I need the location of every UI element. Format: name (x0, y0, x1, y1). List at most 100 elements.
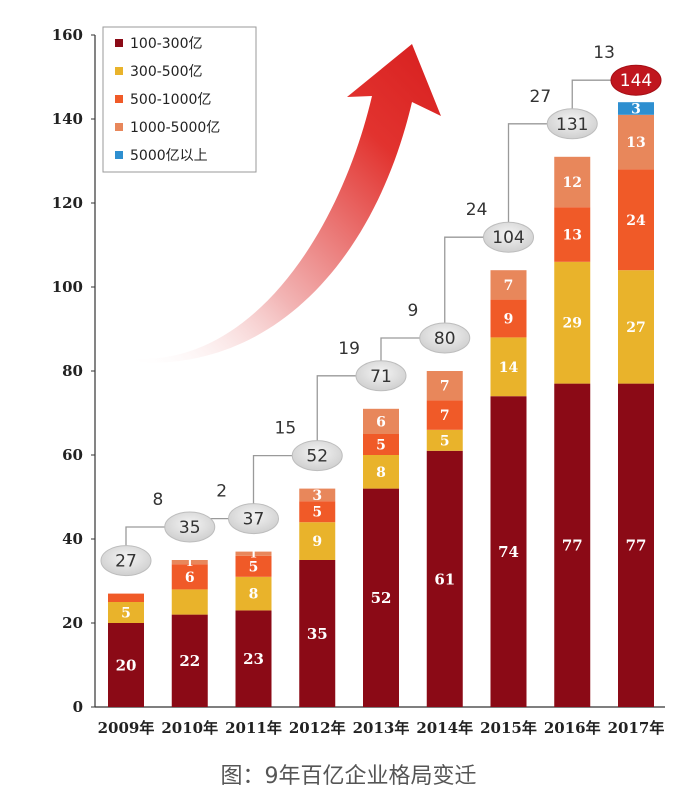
x-tick-label: 2011年 (225, 719, 282, 737)
y-tick-label: 120 (52, 194, 83, 212)
legend-swatch (115, 151, 123, 159)
connector-line (571, 79, 611, 109)
bar-value-label: 5 (249, 559, 259, 575)
bar-segment (363, 455, 399, 489)
bar-value-label: 14 (499, 360, 519, 376)
total-pill (228, 503, 279, 535)
bar-segment (554, 156, 591, 208)
y-tick-label: 40 (62, 530, 83, 548)
bar-segment (426, 371, 463, 401)
bar-value-label: 74 (498, 543, 519, 561)
total-label: 144 (620, 71, 652, 91)
total-label: 27 (115, 552, 137, 572)
y-tick-label: 20 (62, 614, 83, 632)
bar-segment (299, 501, 336, 523)
bar-value-label: 13 (626, 135, 645, 151)
bar-value-label: 52 (371, 589, 392, 607)
y-tick-label: 0 (73, 698, 83, 716)
connector-line (507, 123, 548, 223)
bar-segment (108, 593, 144, 602)
total-label: 104 (492, 228, 524, 248)
bar-value-label: 2 (122, 583, 130, 596)
x-tick-label: 2015年 (480, 719, 537, 737)
bar-segment (235, 610, 272, 707)
bar-value-label: 24 (626, 213, 646, 229)
total-label: 52 (306, 447, 328, 467)
total-pill (164, 511, 216, 543)
total-pill (355, 360, 407, 392)
bar-value-label: 3 (631, 102, 641, 118)
x-tick-label: 2010年 (161, 719, 218, 737)
connector-line (444, 236, 484, 323)
bar-segment (618, 114, 654, 170)
bar-value-label: 9 (312, 534, 322, 550)
total-label: 80 (434, 329, 456, 349)
bar-value-label: 5 (312, 505, 322, 521)
x-tick-label: 2013年 (353, 719, 410, 737)
legend: 100-300亿 300-500亿 500-1000亿 1000-5000亿 5000亿… (102, 26, 257, 173)
y-tick-label: 160 (52, 26, 83, 44)
total-pill (291, 440, 343, 472)
bar-value-label: 35 (307, 625, 328, 643)
bar-value-label: 3 (312, 488, 322, 504)
bar-segment (235, 576, 272, 611)
bars: 2052226123851359535285661577741497772913… (108, 102, 654, 707)
bar-segment (299, 488, 336, 502)
increment-label: 19 (338, 339, 360, 359)
bar-value-label: 5 (121, 606, 131, 622)
increment-label: 13 (593, 43, 615, 63)
x-tick-label: 2014年 (416, 719, 473, 737)
bar-value-label: 7 (504, 278, 514, 294)
total-pill (100, 545, 152, 577)
bar-segment (554, 207, 591, 262)
total-label: 35 (179, 518, 201, 538)
legend-label: 300-500亿 (130, 64, 203, 80)
bar-value-label: 6 (376, 414, 386, 430)
legend-swatch (115, 67, 123, 75)
increment-label: 9 (407, 301, 418, 321)
bar-value-label: 8 (249, 587, 259, 603)
x-tick-label: 2017年 (608, 719, 665, 737)
bar-value-label: 77 (562, 537, 583, 555)
y-tick-label: 80 (62, 362, 83, 380)
bar-value-label: 1 (186, 556, 194, 569)
y-ticks: 0 20 40 60 80 100 120 140 160 (52, 26, 95, 716)
bar-value-label: 77 (626, 537, 647, 555)
x-tick-label: 2009年 (98, 719, 155, 737)
total-pill (419, 322, 471, 354)
bar-segment (618, 169, 654, 271)
bar-value-label: 23 (243, 650, 264, 668)
bar-segment (363, 488, 399, 707)
bar-value-label: 27 (626, 320, 645, 336)
connector-line (316, 375, 356, 441)
bar-segment (171, 589, 208, 615)
increment-label: 24 (466, 200, 488, 220)
increment-labels: 8 2 15 19 9 24 27 13 (152, 43, 614, 510)
increment-label: 8 (152, 490, 163, 510)
bar-segment (618, 102, 654, 115)
bar-segment (618, 383, 654, 707)
increment-label: 27 (530, 87, 552, 107)
bar-segment (235, 551, 272, 556)
total-label: 37 (243, 510, 265, 530)
bar-segment (363, 434, 399, 455)
bar-segment (490, 396, 527, 707)
total-pill (610, 64, 662, 96)
bar-segment (108, 602, 144, 623)
y-tick-label: 140 (52, 110, 83, 128)
legend-swatch (115, 123, 123, 131)
legend-label: 1000-5000亿 (130, 120, 220, 136)
legend-swatch (115, 39, 123, 47)
legend-label: 500-1000亿 (130, 92, 211, 108)
bar-value-label: 8 (376, 465, 386, 481)
legend-label: 100-300亿 (130, 36, 203, 52)
bar-segment (108, 623, 144, 707)
bar-value-label: 9 (504, 312, 514, 328)
x-ticks: 2009年 2010年 2011年 2012年 2013年 2014年 2015年 2016年… (98, 719, 665, 737)
bar-value-label: 5 (440, 433, 450, 449)
bar-value-label: 5 (376, 438, 386, 454)
bar-value-label: 61 (434, 570, 455, 588)
